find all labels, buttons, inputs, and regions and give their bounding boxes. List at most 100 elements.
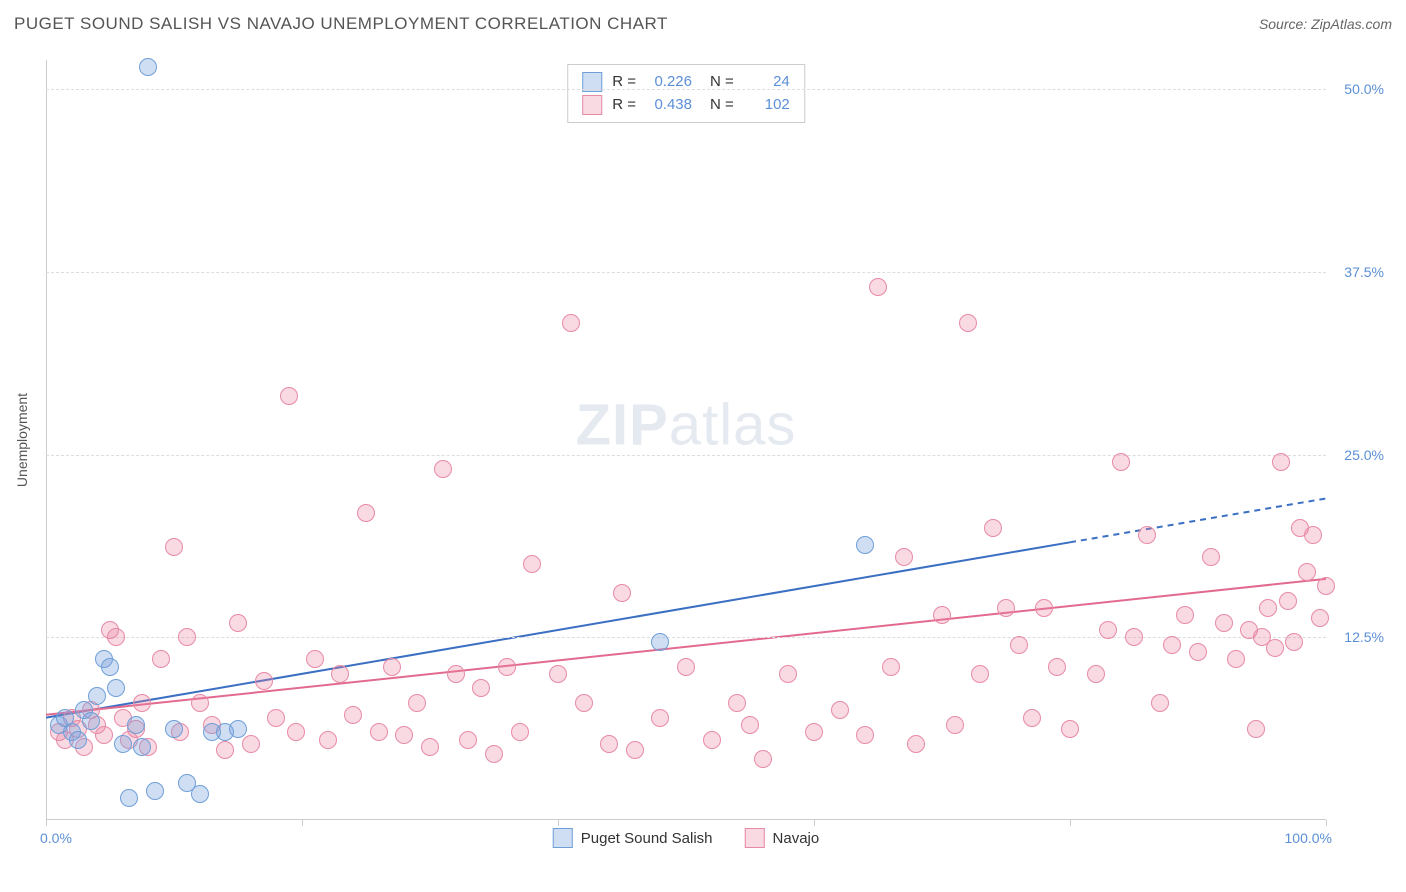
data-point (88, 687, 106, 705)
n-label: N = (710, 94, 734, 117)
gridline (46, 272, 1326, 273)
data-point (165, 720, 183, 738)
data-point (728, 694, 746, 712)
data-point (1048, 658, 1066, 676)
x-axis (46, 819, 1326, 820)
data-point (613, 584, 631, 602)
data-point (229, 614, 247, 632)
gridline (46, 455, 1326, 456)
data-point (1125, 628, 1143, 646)
data-point (869, 278, 887, 296)
data-point (107, 679, 125, 697)
data-point (549, 665, 567, 683)
data-point (485, 745, 503, 763)
data-point (1298, 563, 1316, 581)
legend-item: Puget Sound Salish (553, 828, 713, 848)
data-point (434, 460, 452, 478)
data-point (779, 665, 797, 683)
data-point (146, 782, 164, 800)
r-label: R = (612, 94, 636, 117)
data-point (741, 716, 759, 734)
data-point (907, 735, 925, 753)
data-point (178, 628, 196, 646)
data-point (677, 658, 695, 676)
data-point (165, 538, 183, 556)
data-point (133, 738, 151, 756)
data-point (408, 694, 426, 712)
data-point (1317, 577, 1335, 595)
data-point (600, 735, 618, 753)
data-point (95, 726, 113, 744)
r-value: 0.438 (646, 94, 692, 117)
data-point (831, 701, 849, 719)
data-point (1304, 526, 1322, 544)
x-min-label: 0.0% (40, 830, 72, 846)
data-point (1035, 599, 1053, 617)
data-point (191, 694, 209, 712)
x-tick (814, 820, 815, 826)
legend-swatch (745, 828, 765, 848)
data-point (447, 665, 465, 683)
source-label: Source: ZipAtlas.com (1259, 16, 1392, 32)
stats-row: R = 0.438 N = 102 (582, 94, 790, 117)
data-point (1311, 609, 1329, 627)
data-point (933, 606, 951, 624)
x-tick (558, 820, 559, 826)
regression-lines (46, 60, 1326, 820)
scatter-chart: ZIPatlas R =0.226N =24R =0.438N =102 Pug… (46, 60, 1326, 820)
data-point (472, 679, 490, 697)
data-point (971, 665, 989, 683)
data-point (101, 658, 119, 676)
data-point (895, 548, 913, 566)
data-point (421, 738, 439, 756)
data-point (255, 672, 273, 690)
data-point (139, 58, 157, 76)
x-tick (302, 820, 303, 826)
legend-label: Navajo (773, 830, 820, 847)
bottom-legend: Puget Sound Salish Navajo (553, 828, 819, 848)
data-point (651, 633, 669, 651)
data-point (1227, 650, 1245, 668)
data-point (651, 709, 669, 727)
data-point (114, 735, 132, 753)
data-point (152, 650, 170, 668)
data-point (306, 650, 324, 668)
data-point (133, 694, 151, 712)
data-point (805, 723, 823, 741)
data-point (1189, 643, 1207, 661)
data-point (882, 658, 900, 676)
data-point (1151, 694, 1169, 712)
data-point (127, 716, 145, 734)
data-point (1285, 633, 1303, 651)
data-point (754, 750, 772, 768)
data-point (575, 694, 593, 712)
data-point (370, 723, 388, 741)
data-point (959, 314, 977, 332)
data-point (1259, 599, 1277, 617)
x-max-label: 100.0% (1285, 830, 1332, 846)
data-point (1176, 606, 1194, 624)
data-point (946, 716, 964, 734)
y-tick-label: 37.5% (1344, 264, 1384, 280)
data-point (1202, 548, 1220, 566)
n-value: 102 (744, 94, 790, 117)
stats-legend-box: R =0.226N =24R =0.438N =102 (567, 64, 805, 123)
legend-item: Navajo (745, 828, 820, 848)
data-point (319, 731, 337, 749)
data-point (703, 731, 721, 749)
data-point (1266, 639, 1284, 657)
data-point (1010, 636, 1028, 654)
data-point (856, 726, 874, 744)
data-point (331, 665, 349, 683)
data-point (511, 723, 529, 741)
y-tick-label: 25.0% (1344, 447, 1384, 463)
data-point (523, 555, 541, 573)
data-point (242, 735, 260, 753)
data-point (280, 387, 298, 405)
data-point (1163, 636, 1181, 654)
data-point (1023, 709, 1041, 727)
data-point (1061, 720, 1079, 738)
data-point (216, 741, 234, 759)
data-point (82, 712, 100, 730)
data-point (191, 785, 209, 803)
